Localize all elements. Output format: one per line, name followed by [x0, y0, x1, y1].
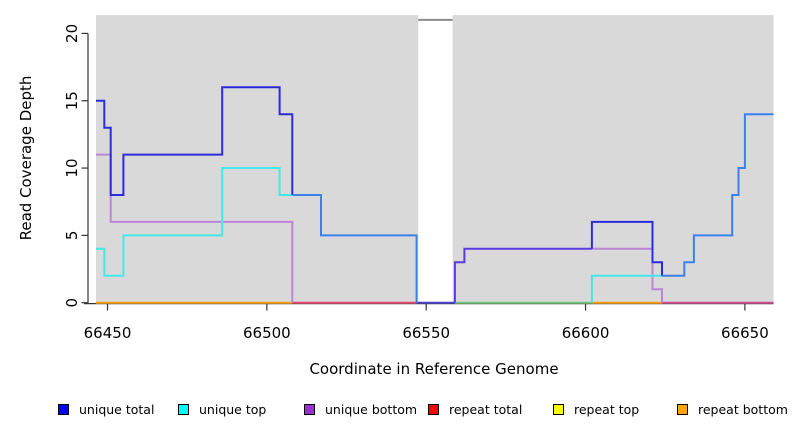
x-tick-label: 66600 — [562, 324, 610, 342]
x-tick-label: 66500 — [243, 324, 291, 342]
y-tick-label: 10 — [63, 159, 81, 178]
series-line-6 — [96, 153, 294, 303]
x-tick-label: 66450 — [84, 324, 132, 342]
series-line-13 — [292, 194, 418, 303]
y-axis-title: Read Coverage Depth — [17, 76, 35, 241]
x-axis-title: Coordinate in Reference Genome — [309, 360, 558, 378]
series-line-12 — [590, 220, 663, 276]
masked-region — [418, 15, 453, 304]
series-line-8 — [96, 167, 293, 277]
x-tick-label: 66650 — [721, 324, 769, 342]
x-tick-label: 66550 — [402, 324, 450, 342]
series-line-7 — [591, 247, 663, 303]
series-line-14 — [662, 113, 774, 277]
series-line-10 — [453, 247, 592, 303]
y-tick-label: 0 — [63, 298, 81, 308]
series-line-9 — [590, 274, 662, 303]
series-line-11 — [96, 86, 294, 196]
y-tick-label: 20 — [63, 24, 81, 43]
y-tick-label: 15 — [63, 91, 81, 110]
y-tick-label: 5 — [63, 231, 81, 241]
